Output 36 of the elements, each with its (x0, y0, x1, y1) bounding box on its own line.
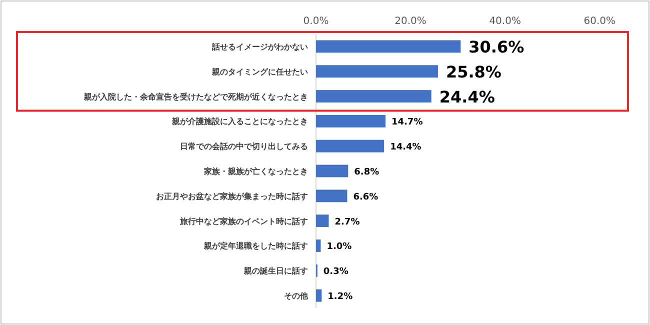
data-label: 24.4% (439, 87, 495, 106)
bar (316, 289, 322, 302)
bar (316, 140, 384, 152)
data-label: 14.4% (390, 142, 422, 153)
data-label: 2.7% (334, 217, 360, 228)
y-tick-label: 話せるイメージがわかない (211, 42, 308, 52)
data-label: 0.3% (323, 267, 348, 278)
x-tick-label: 0.0% (303, 16, 329, 27)
y-tick-label: 日常での会話の中で切り出してみる (180, 142, 308, 152)
bar (316, 114, 386, 128)
y-tick-label: 親の誕生日に話す (243, 266, 308, 276)
bar (316, 65, 438, 78)
x-tick-label: 60.0% (584, 16, 616, 27)
y-tick-label: 親が定年退職をした時に話す (203, 240, 308, 251)
y-tick-label: 旅行中など家族のイベント時に話す (179, 216, 308, 226)
bar (316, 40, 461, 53)
data-label: 6.6% (353, 192, 378, 202)
bar (316, 164, 348, 178)
y-tick-label: 家族・親族が亡くなったとき (203, 166, 308, 176)
data-label: 25.8% (446, 62, 502, 82)
bar (316, 214, 329, 228)
x-tick-label: 40.0% (489, 16, 521, 27)
bar (316, 190, 348, 202)
y-tick-label: お正月やお盆など家族が集まった時に話す (156, 190, 308, 201)
data-label: 14.7% (391, 118, 423, 128)
y-tick-label: 親のタイミングに任せたい (211, 67, 308, 76)
data-label: 1.2% (328, 292, 353, 302)
y-tick-label: 親が介護施設に入ることになったとき (171, 117, 308, 126)
x-tick-label: 20.0% (394, 16, 426, 27)
bar (316, 240, 321, 252)
data-label: 6.8% (354, 168, 380, 178)
data-label: 1.0% (326, 242, 352, 252)
bar (316, 90, 432, 102)
y-tick-label: その他 (284, 292, 309, 301)
y-tick-label: 親が入院した・余命宣告を受けたなどで死期が近くなったとき (83, 91, 308, 102)
data-label: 30.6% (468, 37, 524, 56)
